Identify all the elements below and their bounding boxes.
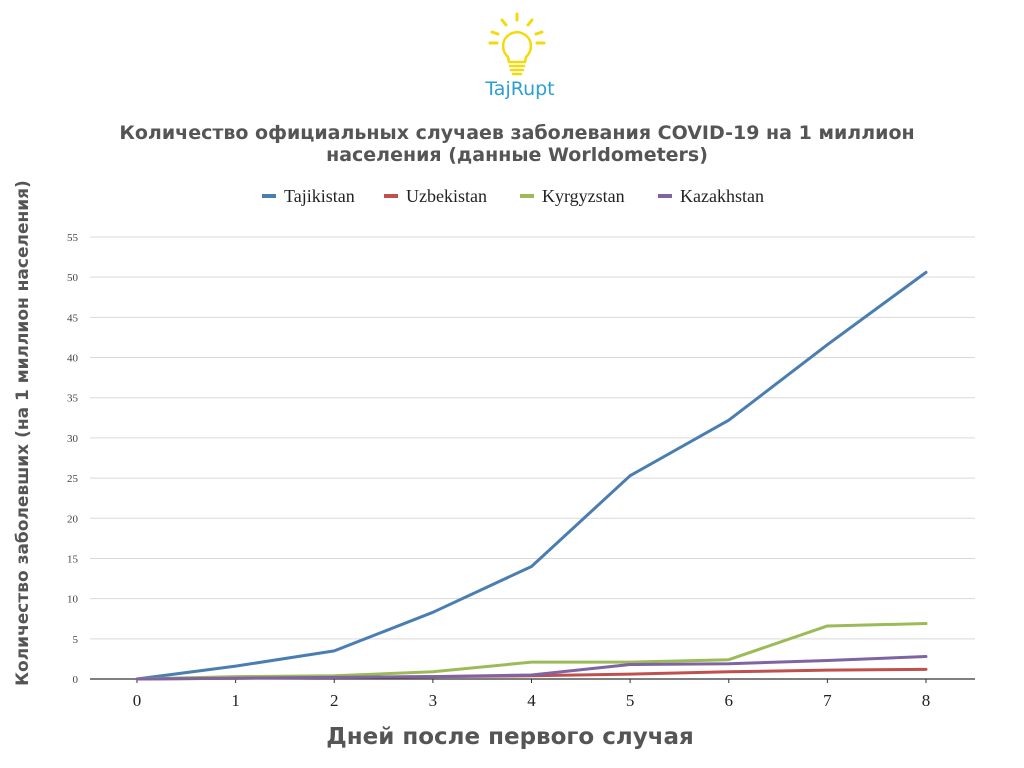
y-axis: 0 5 10 15 20 25 30 35 40 45 50 55 bbox=[67, 232, 79, 686]
x-tick-label: 0 bbox=[133, 691, 142, 710]
lightbulb-icon bbox=[488, 12, 546, 76]
legend-item-kyrgyzstan: Kyrgyzstan bbox=[542, 186, 625, 206]
y-tick-label: 15 bbox=[67, 553, 79, 565]
y-tick-label: 25 bbox=[67, 473, 79, 485]
legend-item-kazakhstan: Kazakhstan bbox=[680, 186, 764, 206]
y-tick-label: 20 bbox=[67, 513, 79, 525]
y-tick-label: 35 bbox=[67, 393, 79, 405]
x-tick-label: 5 bbox=[626, 691, 635, 710]
legend-item-uzbekistan: Uzbekistan bbox=[406, 186, 487, 206]
y-tick-label: 30 bbox=[67, 433, 79, 445]
logo-text: TajRupt bbox=[485, 78, 555, 100]
series-line-kazakhstan bbox=[135, 654, 928, 681]
legend: Tajikistan Uzbekistan Kyrgyzstan Kazakhstan bbox=[262, 186, 764, 206]
y-tick-label: 10 bbox=[67, 594, 79, 606]
y-tick-label: 50 bbox=[67, 272, 79, 284]
tajrupt-logo: TajRupt bbox=[470, 10, 570, 105]
x-axis-label: Дней после первого случая bbox=[326, 724, 694, 750]
y-tick-label: 0 bbox=[73, 674, 79, 686]
x-tick-label: 6 bbox=[725, 691, 734, 710]
chart-title: Количество официальных случаев заболеван… bbox=[119, 122, 915, 166]
y-axis-label-container: Количество заболевших (на 1 миллион насе… bbox=[10, 175, 36, 690]
series-lines bbox=[135, 270, 928, 681]
x-tick-label: 1 bbox=[231, 691, 240, 710]
series-line-tajikistan bbox=[135, 270, 928, 681]
legend-item-tajikistan: Tajikistan bbox=[284, 186, 355, 206]
x-tick-label: 3 bbox=[429, 691, 438, 710]
x-tick-label: 4 bbox=[527, 691, 536, 710]
x-tick-label: 2 bbox=[330, 691, 339, 710]
grid bbox=[90, 236, 975, 680]
x-axis: 0 1 2 3 4 5 6 7 8 bbox=[133, 679, 931, 710]
x-tick-label: 7 bbox=[823, 691, 832, 710]
x-tick-label: 8 bbox=[922, 691, 931, 710]
y-tick-label: 40 bbox=[67, 353, 79, 365]
y-tick-label: 45 bbox=[67, 312, 79, 324]
y-tick-label: 5 bbox=[73, 634, 79, 646]
series-line-kyrgyzstan bbox=[135, 622, 928, 681]
y-tick-label: 55 bbox=[67, 232, 79, 244]
y-axis-label: Количество заболевших (на 1 миллион насе… bbox=[13, 179, 33, 686]
